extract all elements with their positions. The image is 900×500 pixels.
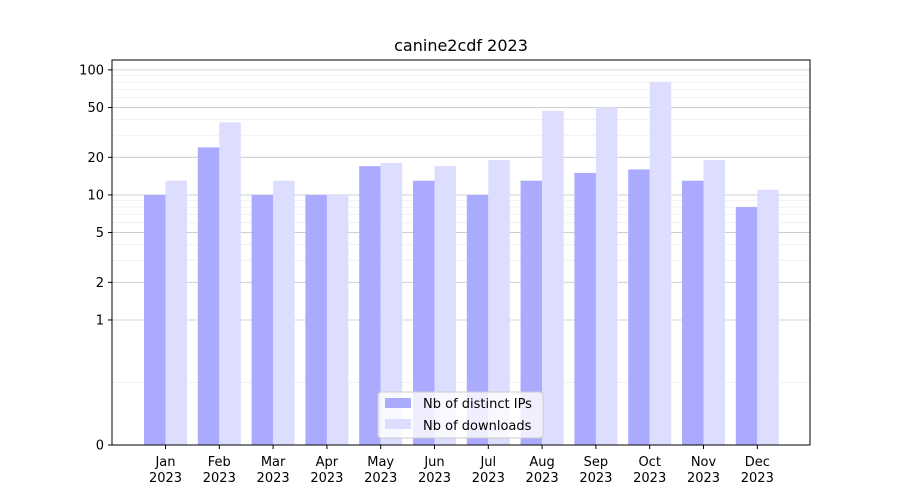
y-tick-label: 50 xyxy=(87,101,104,116)
y-tick-label: 0 xyxy=(96,439,104,454)
bar-distinct-ips xyxy=(359,166,381,445)
legend-swatch-distinct-ips xyxy=(385,398,411,408)
bar-downloads xyxy=(542,110,564,445)
x-tick-label: Oct 2023 xyxy=(633,455,666,486)
x-tick-label: Nov 2023 xyxy=(687,455,720,486)
bar-distinct-ips xyxy=(413,180,435,445)
y-tick-label: 2 xyxy=(96,276,104,291)
bars xyxy=(144,82,779,446)
legend-swatch-downloads xyxy=(385,419,411,429)
x-tick-label: Dec 2023 xyxy=(741,455,774,486)
bar-distinct-ips xyxy=(251,194,274,445)
legend-label-distinct-ips: Nb of distinct IPs xyxy=(423,397,532,412)
legend: Nb of distinct IPs Nb of downloads xyxy=(377,391,544,439)
bar-distinct-ips xyxy=(144,194,166,445)
x-tick-label: Apr 2023 xyxy=(310,455,343,486)
bar-distinct-ips xyxy=(466,194,489,445)
y-tick-label: 10 xyxy=(87,188,104,203)
x-tick-label: Feb 2023 xyxy=(203,455,236,486)
bar-distinct-ips xyxy=(305,194,327,445)
x-tick-label: May 2023 xyxy=(364,455,397,486)
x-tick-label: Aug 2023 xyxy=(526,455,559,486)
bar-distinct-ips xyxy=(735,207,758,445)
x-axis: Jan 2023 Feb 2023 Mar 2023 Apr 2023 May 2023 Jun 20… xyxy=(149,445,774,486)
x-tick-label: Mar 2023 xyxy=(257,455,290,486)
bar-downloads xyxy=(326,194,349,445)
plot-frame xyxy=(111,59,811,446)
y-tick-label: 5 xyxy=(96,226,104,241)
y-tick-label: 1 xyxy=(96,313,104,328)
legend-box xyxy=(377,391,544,439)
x-tick-label: Jun 2023 xyxy=(418,455,451,486)
bar-downloads xyxy=(703,160,725,445)
bar-distinct-ips xyxy=(574,172,596,445)
legend-label-downloads: Nb of downloads xyxy=(423,419,532,434)
x-tick-label: Jul 2023 xyxy=(472,455,505,486)
bar-downloads xyxy=(273,180,295,445)
y-tick-label: 100 xyxy=(79,63,104,78)
bar-downloads xyxy=(757,189,779,445)
y-axis: 0 1 2 5 10 20 50 100 xyxy=(79,63,112,454)
bar-distinct-ips xyxy=(197,147,220,446)
bar-distinct-ips xyxy=(682,180,704,445)
bar-distinct-ips xyxy=(520,180,543,445)
bar-downloads xyxy=(488,160,510,445)
bar-downloads xyxy=(219,122,241,445)
chart-title: canine2cdf 2023 xyxy=(394,36,528,55)
bar-downloads xyxy=(165,180,187,445)
bar-downloads xyxy=(434,166,456,445)
bar-downloads xyxy=(380,163,403,445)
x-tick-label: Jan 2023 xyxy=(149,455,182,486)
bar-downloads xyxy=(595,107,618,446)
x-tick-label: Sep 2023 xyxy=(579,455,612,486)
bar-distinct-ips xyxy=(628,169,650,445)
y-tick-label: 20 xyxy=(87,151,104,166)
bar-downloads xyxy=(649,82,672,445)
